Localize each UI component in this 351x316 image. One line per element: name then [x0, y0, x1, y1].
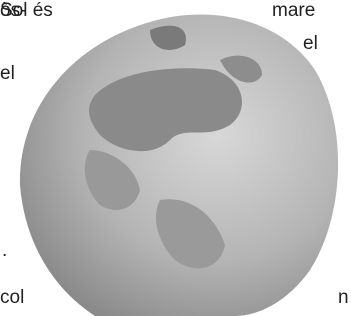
page: Sol és òs- el . col mare el n: [0, 0, 351, 316]
text-line: el: [0, 63, 15, 85]
text-line: el: [303, 33, 318, 55]
moon-image: [0, 0, 351, 316]
text-line: n: [338, 287, 349, 309]
text-line: òs-: [0, 0, 26, 22]
text-line: .: [2, 240, 7, 262]
text-line: mare: [272, 0, 315, 22]
text-line: col: [0, 287, 24, 309]
